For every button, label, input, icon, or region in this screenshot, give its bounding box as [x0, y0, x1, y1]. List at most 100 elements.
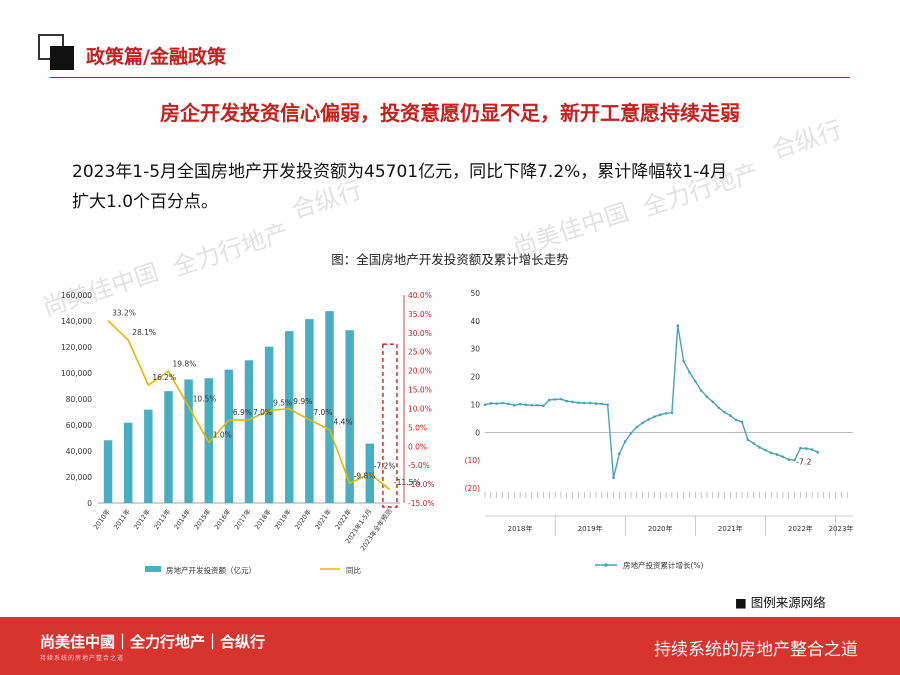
x-tick-label: 2020年: [292, 507, 313, 531]
year-label: 2022年: [788, 524, 813, 533]
yoy-data-label: 7.0%: [313, 408, 332, 417]
y-left-tick-label: 160,000: [61, 291, 92, 300]
source-note: ■ 图例来源网络: [735, 595, 826, 610]
y-tick-label: (10): [465, 456, 480, 465]
bar: [285, 331, 294, 503]
growth-point: [723, 410, 726, 414]
y-left-tick-label: 20,000: [66, 473, 92, 482]
growth-point: [653, 415, 656, 418]
growth-point: [647, 418, 650, 421]
growth-point: [501, 401, 504, 405]
yoy-data-label: 33.2%: [112, 309, 136, 318]
growth-point: [483, 403, 487, 407]
bar: [264, 346, 274, 503]
growth-point: [594, 402, 598, 405]
y-tick-label: 40: [470, 317, 480, 326]
growth-point: [740, 420, 744, 424]
x-tick-label: 2018年: [252, 507, 273, 531]
x-tick-label: 2014年: [172, 507, 193, 531]
y-tick-label: 50: [470, 289, 480, 298]
growth-point: [664, 412, 668, 415]
growth-point: [658, 413, 662, 417]
y-right-tick-label: 10.0%: [408, 404, 432, 413]
growth-point: [711, 400, 715, 404]
growth-point: [547, 398, 551, 402]
legend-bar-label: 房地产开发投资额（亿元）: [166, 565, 256, 575]
footer-brand: 尚美佳中國｜全力行地产｜合纵行: [40, 633, 266, 651]
summary-paragraph: 2023年1-5月全国房地产开发投资额为45701亿元，同比下降7.2%，累计降…: [72, 157, 852, 217]
growth-point: [583, 401, 586, 405]
end-value-label: -7.2: [796, 457, 812, 466]
y-right-tick-label: 40.0%: [408, 291, 432, 300]
growth-point: [676, 324, 680, 327]
y-right-tick-label: 30.0%: [408, 329, 432, 338]
y-right-tick-label: 0.0%: [408, 442, 427, 451]
yoy-data-label: 10.5%: [193, 395, 217, 404]
y-right-tick-label: 35.0%: [408, 310, 432, 319]
y-right-tick-label: -15.0%: [408, 499, 435, 508]
yoy-data-label: 28.1%: [132, 328, 156, 337]
footer-slogan: 持续系统的房地产整合之道: [654, 640, 858, 660]
legend-swatch-dot: [604, 563, 608, 567]
footer-bar: 尚美佳中國｜全力行地产｜合纵行 持续系统的房地产整合之道 持续系统的房地产整合之…: [0, 617, 900, 675]
growth-point: [693, 380, 697, 383]
growth-point: [734, 418, 738, 422]
x-tick-label: 2013年: [152, 507, 173, 531]
growth-point: [804, 447, 808, 450]
growth-point: [775, 453, 779, 456]
growth-point: [588, 401, 592, 405]
yoy-data-label: 19.8%: [172, 359, 196, 368]
investment-bar-line-chart: 0 20,000 40,000 60,000 80,000 100,000 120,000 1…: [61, 291, 435, 575]
year-label: 2019年: [578, 524, 603, 533]
growth-point: [618, 452, 621, 456]
summary-line-2: 扩大1.0个百分点。: [72, 192, 219, 212]
y-left-tick-label: 40,000: [66, 447, 92, 456]
year-label: 2021年: [718, 524, 743, 533]
growth-point: [769, 451, 773, 455]
bar: [204, 378, 213, 503]
growth-point: [606, 403, 609, 407]
bar: [244, 360, 254, 503]
growth-point: [764, 448, 767, 452]
x-tick-label: 2010年: [91, 507, 112, 531]
yoy-data-label: 16.2%: [152, 373, 176, 382]
x-tick-label: 2012年: [131, 507, 152, 531]
growth-line: [484, 325, 819, 478]
legend-label: 房地产投资累计增长(%): [623, 560, 704, 570]
growth-point: [600, 402, 604, 406]
figure-caption: 图：全国房地产开发投资额及累计增长走势: [331, 252, 569, 267]
header-divider: [50, 77, 850, 78]
growth-point: [810, 448, 814, 451]
y-tick-label: (20): [465, 484, 480, 493]
y-tick-label: 10: [470, 400, 480, 409]
growth-point: [688, 370, 691, 374]
y-tick-label: 20: [470, 373, 480, 382]
bar: [123, 422, 133, 503]
growth-point: [746, 438, 750, 442]
y-right-tick-label: 15.0%: [408, 386, 432, 395]
y-right-tick-label: 25.0%: [408, 348, 432, 357]
bar: [305, 319, 314, 503]
yoy-data-label: 9.9%: [293, 397, 312, 406]
growth-point: [565, 399, 569, 403]
growth-point: [507, 402, 510, 406]
growth-point: [641, 421, 645, 425]
growth-point: [559, 397, 563, 401]
growth-point: [781, 455, 785, 459]
growth-point: [536, 403, 539, 407]
y-left-tick-label: 140,000: [61, 317, 92, 326]
growth-point: [495, 402, 498, 405]
growth-point: [542, 404, 545, 408]
headline: 房企开发投资信心偏弱，投资意愿仍显不足，新开工意愿持续走弱: [160, 101, 740, 125]
yoy-data-label: -9.8%: [354, 471, 376, 480]
y-left-tick-label: 60,000: [66, 421, 92, 430]
growth-point: [699, 389, 703, 392]
bar: [164, 391, 173, 503]
growth-point: [530, 403, 534, 407]
growth-point: [571, 400, 574, 404]
bar: [103, 440, 113, 503]
growth-point: [512, 403, 516, 407]
legend-bar-swatch: [145, 566, 161, 572]
y-left-tick-label: 100,000: [61, 369, 92, 378]
investment-growth-line-chart: 50 40 30 20 10 0 (10) (20) 2018年 2019年 2020年 2021年 2…: [465, 289, 854, 570]
